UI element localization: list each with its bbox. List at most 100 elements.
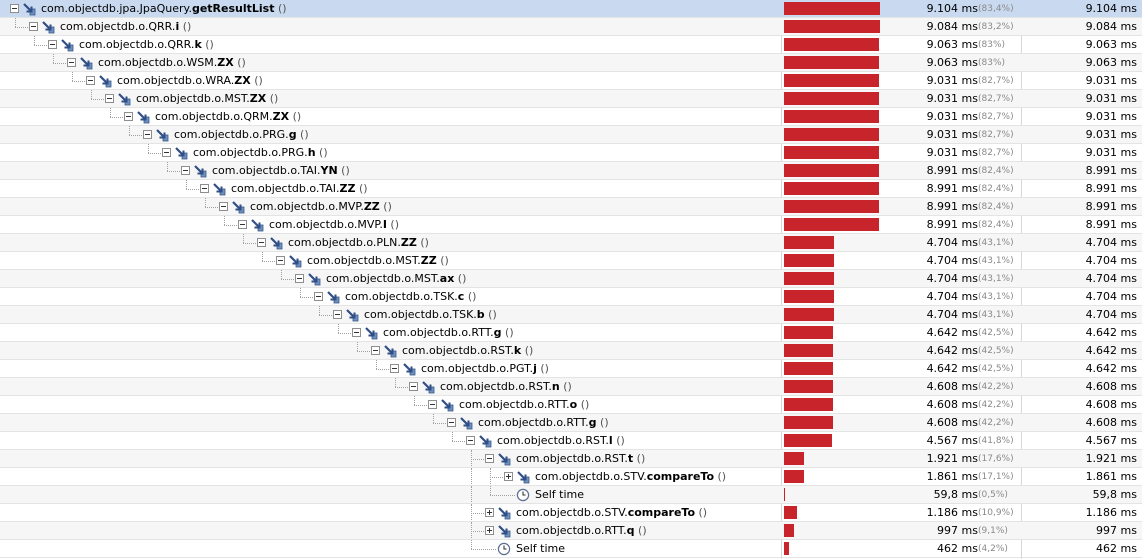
table-row[interactable]: com.objectdb.jpa.JpaQuery.getResultList …	[0, 0, 1142, 18]
method-name-cell[interactable]: com.objectdb.o.RTT.g ()	[0, 324, 781, 341]
collapse-toggle[interactable]	[200, 184, 209, 193]
time-bar	[784, 128, 879, 141]
collapse-toggle[interactable]	[257, 238, 266, 247]
table-row[interactable]: com.objectdb.o.RST.l () 4.567 ms (41,8%) 4.…	[0, 432, 1142, 450]
collapse-toggle[interactable]	[352, 328, 361, 337]
expand-toggle[interactable]	[485, 508, 494, 517]
method-name-cell[interactable]: com.objectdb.o.QRR.k ()	[0, 36, 781, 53]
method-name-cell[interactable]: com.objectdb.o.MVP.I ()	[0, 216, 781, 233]
table-row[interactable]: com.objectdb.o.MST.ZZ () 4.704 ms (43,1%) 4…	[0, 252, 1142, 270]
method-name-cell[interactable]: com.objectdb.o.RST.k ()	[0, 342, 781, 359]
method-name-cell[interactable]: com.objectdb.o.RTT.q ()	[0, 522, 781, 539]
total-time-value: 9.031 ms	[1085, 128, 1137, 141]
collapse-toggle[interactable]	[276, 256, 285, 265]
method-name-cell[interactable]: com.objectdb.o.MST.ZZ ()	[0, 252, 781, 269]
method-name-cell[interactable]: com.objectdb.o.STV.compareTo ()	[0, 504, 781, 521]
table-row[interactable]: com.objectdb.o.WSM.ZX () 9.063 ms (83%) 9.0…	[0, 54, 1142, 72]
table-row[interactable]: com.objectdb.o.STV.compareTo () 1.861 ms(…	[0, 468, 1142, 486]
method-prefix: Self time	[535, 488, 585, 501]
collapse-toggle[interactable]	[485, 454, 494, 463]
tree-guide-line	[34, 36, 35, 45]
method-name-cell[interactable]: com.objectdb.o.TAI.YN ()	[0, 162, 781, 179]
table-row[interactable]: com.objectdb.o.QRM.ZX () 9.031 ms (82,7%) 9…	[0, 108, 1142, 126]
table-row[interactable]: com.objectdb.o.PLN.ZZ () 4.704 ms (43,1%) 4…	[0, 234, 1142, 252]
method-icon	[402, 362, 416, 376]
collapse-toggle[interactable]	[181, 166, 190, 175]
collapse-toggle[interactable]	[314, 292, 323, 301]
collapse-toggle[interactable]	[124, 112, 133, 121]
table-row[interactable]: com.objectdb.o.RTT.o () 4.608 ms (42,2%) 4.…	[0, 396, 1142, 414]
method-name-cell[interactable]: com.objectdb.o.WSM.ZX ()	[0, 54, 781, 71]
expand-toggle[interactable]	[504, 472, 513, 481]
table-row[interactable]: com.objectdb.o.TSK.b () 4.704 ms (43,1%) 4.…	[0, 306, 1142, 324]
collapse-toggle[interactable]	[105, 94, 114, 103]
method-name-cell[interactable]: com.objectdb.o.RST.l ()	[0, 432, 781, 449]
collapse-toggle[interactable]	[428, 400, 437, 409]
collapse-toggle[interactable]	[447, 418, 456, 427]
method-name-cell[interactable]: com.objectdb.o.RST.t ()	[0, 450, 781, 467]
collapse-toggle[interactable]	[295, 274, 304, 283]
collapse-toggle[interactable]	[390, 364, 399, 373]
collapse-toggle[interactable]	[162, 148, 171, 157]
method-name-cell[interactable]: com.objectdb.o.QRM.ZX ()	[0, 108, 781, 125]
table-row[interactable]: com.objectdb.o.RST.k () 4.642 ms (42,5%) 4.…	[0, 342, 1142, 360]
method-name-cell[interactable]: Self time	[0, 486, 781, 503]
tree-connector	[490, 495, 515, 496]
table-row[interactable]: com.objectdb.o.STV.compareTo () 1.186 ms(…	[0, 504, 1142, 522]
table-row[interactable]: com.objectdb.o.MST.ax () 4.704 ms (43,1%) 4…	[0, 270, 1142, 288]
method-name-cell[interactable]: com.objectdb.o.TSK.b ()	[0, 306, 781, 323]
method-name-cell[interactable]: com.objectdb.o.MST.ZX ()	[0, 90, 781, 107]
table-row[interactable]: com.objectdb.o.TSK.c () 4.704 ms (43,1%) 4.…	[0, 288, 1142, 306]
table-row[interactable]: Self time 59,8 ms (0,5%) 59,8 ms	[0, 486, 1142, 504]
table-row[interactable]: com.objectdb.o.MST.ZX () 9.031 ms (82,7%) 9…	[0, 90, 1142, 108]
table-row[interactable]: com.objectdb.o.RTT.q () 997 ms (9,1%) 997 m…	[0, 522, 1142, 540]
total-time-cell: 59,8 ms	[1021, 486, 1141, 503]
collapse-toggle[interactable]	[10, 4, 19, 13]
method-name-cell[interactable]: Self time	[0, 540, 781, 557]
table-row[interactable]: com.objectdb.o.TAI.ZZ () 8.991 ms (82,4%) 8…	[0, 180, 1142, 198]
table-row[interactable]: com.objectdb.o.PRG.g () 9.031 ms (82,7%) 9.…	[0, 126, 1142, 144]
table-row[interactable]: com.objectdb.o.MVP.ZZ () 8.991 ms (82,4%) 8…	[0, 198, 1142, 216]
method-name-cell[interactable]: com.objectdb.o.PLN.ZZ ()	[0, 234, 781, 251]
method-name-cell[interactable]: com.objectdb.o.RST.n ()	[0, 378, 781, 395]
collapse-toggle[interactable]	[238, 220, 247, 229]
table-row[interactable]: com.objectdb.o.RST.t () 1.921 ms (17,6%) 1.…	[0, 450, 1142, 468]
method-name-cell[interactable]: com.objectdb.jpa.JpaQuery.getResultList …	[0, 0, 781, 17]
table-row[interactable]: com.objectdb.o.PGT.j () 4.642 ms (42,5%) 4.…	[0, 360, 1142, 378]
method-name-cell[interactable]: com.objectdb.o.MST.ax ()	[0, 270, 781, 287]
table-row[interactable]: com.objectdb.o.RTT.g () 4.642 ms (42,5%) 4.…	[0, 324, 1142, 342]
collapse-toggle[interactable]	[219, 202, 228, 211]
table-row[interactable]: com.objectdb.o.RST.n () 4.608 ms (42,2%) 4.…	[0, 378, 1142, 396]
method-name-cell[interactable]: com.objectdb.o.QRR.i ()	[0, 18, 781, 35]
collapse-toggle[interactable]	[333, 310, 342, 319]
method-name-cell[interactable]: com.objectdb.o.STV.compareTo ()	[0, 468, 781, 485]
table-row[interactable]: com.objectdb.o.QRR.k () 9.063 ms (83%) 9.06…	[0, 36, 1142, 54]
table-row[interactable]: com.objectdb.o.WRA.ZX () 9.031 ms (82,7%) 9…	[0, 72, 1142, 90]
table-row[interactable]: com.objectdb.o.MVP.I () 8.991 ms (82,4%) 8.…	[0, 216, 1142, 234]
method-name-cell[interactable]: com.objectdb.o.PGT.j ()	[0, 360, 781, 377]
table-row[interactable]: com.objectdb.o.TAI.YN () 8.991 ms (82,4%) 8…	[0, 162, 1142, 180]
method-name-cell[interactable]: com.objectdb.o.RTT.o ()	[0, 396, 781, 413]
collapse-toggle[interactable]	[409, 382, 418, 391]
time-value: 4.704 ms	[926, 272, 978, 285]
collapse-toggle[interactable]	[67, 58, 76, 67]
collapse-toggle[interactable]	[466, 436, 475, 445]
method-name-cell[interactable]: com.objectdb.o.TAI.ZZ ()	[0, 180, 781, 197]
collapse-toggle[interactable]	[371, 346, 380, 355]
method-name-cell[interactable]: com.objectdb.o.TSK.c ()	[0, 288, 781, 305]
time-percent: (43,1%)	[978, 256, 1014, 266]
method-name-cell[interactable]: com.objectdb.o.RTT.g ()	[0, 414, 781, 431]
collapse-toggle[interactable]	[86, 76, 95, 85]
method-name-cell[interactable]: com.objectdb.o.PRG.h ()	[0, 144, 781, 161]
table-row[interactable]: Self time 462 ms (4,2%) 462 ms	[0, 540, 1142, 558]
collapse-toggle[interactable]	[143, 130, 152, 139]
table-row[interactable]: com.objectdb.o.PRG.h () 9.031 ms (82,7%) 9.…	[0, 144, 1142, 162]
table-row[interactable]: com.objectdb.o.RTT.g () 4.608 ms (42,2%) 4.…	[0, 414, 1142, 432]
expand-toggle[interactable]	[485, 526, 494, 535]
method-name-cell[interactable]: com.objectdb.o.PRG.g ()	[0, 126, 781, 143]
collapse-toggle[interactable]	[29, 22, 38, 31]
collapse-toggle[interactable]	[48, 40, 57, 49]
method-name-cell[interactable]: com.objectdb.o.MVP.ZZ ()	[0, 198, 781, 215]
table-row[interactable]: com.objectdb.o.QRR.i () 9.084 ms (83,2%) 9.…	[0, 18, 1142, 36]
method-name-cell[interactable]: com.objectdb.o.WRA.ZX ()	[0, 72, 781, 89]
